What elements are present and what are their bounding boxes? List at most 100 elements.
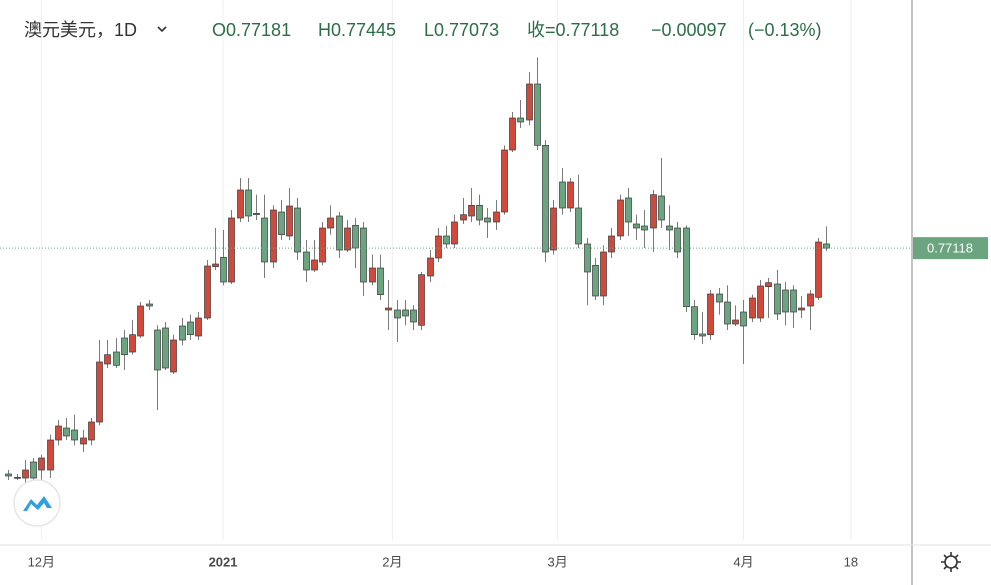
- candle-body: [170, 339, 177, 373]
- ohlc-header: O0.77181 H0.77445 L0.77073 收=0.77118 −0.…: [212, 20, 822, 40]
- low-readout: L0.77073: [424, 20, 499, 40]
- candle-body: [270, 209, 277, 263]
- logo-circle: [13, 479, 61, 527]
- candle-body: [509, 117, 516, 151]
- candle-body: [129, 334, 136, 353]
- candle-body: [137, 305, 144, 337]
- logo-icon: [23, 496, 52, 511]
- change-readout: −0.00097: [651, 20, 727, 40]
- candle-body: [154, 329, 161, 371]
- candle-body: [113, 351, 120, 366]
- candle-body: [5, 473, 12, 477]
- last-price-box: [913, 237, 988, 260]
- candle-body: [600, 251, 607, 297]
- candle-body: [104, 354, 111, 365]
- dropdown-icon[interactable]: [157, 26, 167, 33]
- x-tick-label: 2021: [209, 554, 238, 569]
- open-readout: O0.77181: [212, 20, 291, 40]
- candle-body: [493, 211, 500, 223]
- x-tick-label: 12月: [28, 554, 55, 569]
- candle-body: [327, 217, 334, 229]
- close-readout: 收=0.77118: [527, 20, 619, 40]
- settings-icon[interactable]: [941, 552, 961, 572]
- candle-body: [707, 293, 714, 336]
- logo-badge[interactable]: [13, 479, 61, 527]
- candle-body: [311, 259, 318, 271]
- candle-body: [807, 293, 814, 307]
- candle-body: [501, 149, 508, 213]
- candle-body: [88, 421, 95, 441]
- chart-title: 澳元美元，1D: [24, 20, 137, 40]
- label: 收=: [527, 20, 556, 40]
- candle-body: [294, 207, 301, 253]
- candle-body: [245, 189, 252, 217]
- candle-body: [567, 181, 574, 209]
- candle-body: [369, 267, 376, 283]
- candle-body: [443, 235, 450, 245]
- change-pct-readout: (−0.13%): [748, 20, 822, 40]
- candle-body: [38, 457, 45, 471]
- candle-body: [204, 265, 211, 319]
- candle-body: [757, 285, 764, 319]
- candle-body: [71, 429, 78, 441]
- candle-body: [187, 321, 194, 336]
- candle-body: [484, 217, 491, 223]
- candle-body: [336, 215, 343, 251]
- candle-body: [394, 309, 401, 319]
- candle-body: [724, 301, 731, 325]
- candle-body: [435, 235, 442, 259]
- candle-body: [617, 199, 624, 237]
- candle-body: [641, 225, 648, 231]
- label: H: [318, 20, 331, 40]
- candle-body: [460, 214, 467, 221]
- candle-body: [286, 205, 293, 237]
- candle-body: [650, 194, 657, 229]
- candle-body: [658, 195, 665, 221]
- value: 0.77181: [226, 20, 291, 40]
- candle-body: [237, 189, 244, 219]
- candle-body: [22, 469, 29, 479]
- candle-body: [823, 243, 830, 249]
- candle-body: [220, 256, 227, 283]
- x-tick-label: 4月: [733, 554, 753, 569]
- high-readout: H0.77445: [318, 20, 396, 40]
- candle-body: [608, 235, 615, 253]
- candle-body: [666, 225, 673, 231]
- candle-body: [683, 227, 690, 308]
- candle-body: [55, 425, 62, 441]
- candle-body: [195, 317, 202, 337]
- candle-body: [212, 263, 219, 268]
- candle-body: [278, 211, 285, 236]
- candle-body: [674, 227, 681, 253]
- x-tick-label: 2月: [382, 554, 402, 569]
- candle-body: [798, 307, 805, 311]
- candle-body: [228, 217, 235, 283]
- candle-body: [534, 83, 541, 146]
- candle-body: [352, 224, 359, 249]
- candle-body: [30, 461, 37, 479]
- candle-body: [765, 282, 772, 288]
- candle-body: [732, 319, 739, 325]
- candle-body: [716, 293, 723, 303]
- candle-body: [468, 204, 475, 217]
- candle-body: [344, 227, 351, 251]
- candle-body: [146, 303, 153, 307]
- candle-body: [451, 221, 458, 245]
- candles: [0, 57, 912, 486]
- x-tick-label: 18: [844, 554, 858, 569]
- candle-body: [47, 439, 54, 471]
- candle-body: [542, 144, 549, 253]
- candle-body: [162, 327, 169, 369]
- candle-body: [303, 251, 310, 271]
- candle-body: [360, 227, 367, 283]
- candle-body: [550, 207, 557, 251]
- candle-body: [584, 243, 591, 273]
- candle-body: [253, 212, 260, 216]
- candle-body: [261, 217, 268, 263]
- gear-teeth: [941, 552, 961, 572]
- candle-body: [633, 223, 640, 229]
- x-tick-label: 3月: [547, 554, 567, 569]
- candle-body: [427, 257, 434, 277]
- candle-body: [559, 181, 566, 209]
